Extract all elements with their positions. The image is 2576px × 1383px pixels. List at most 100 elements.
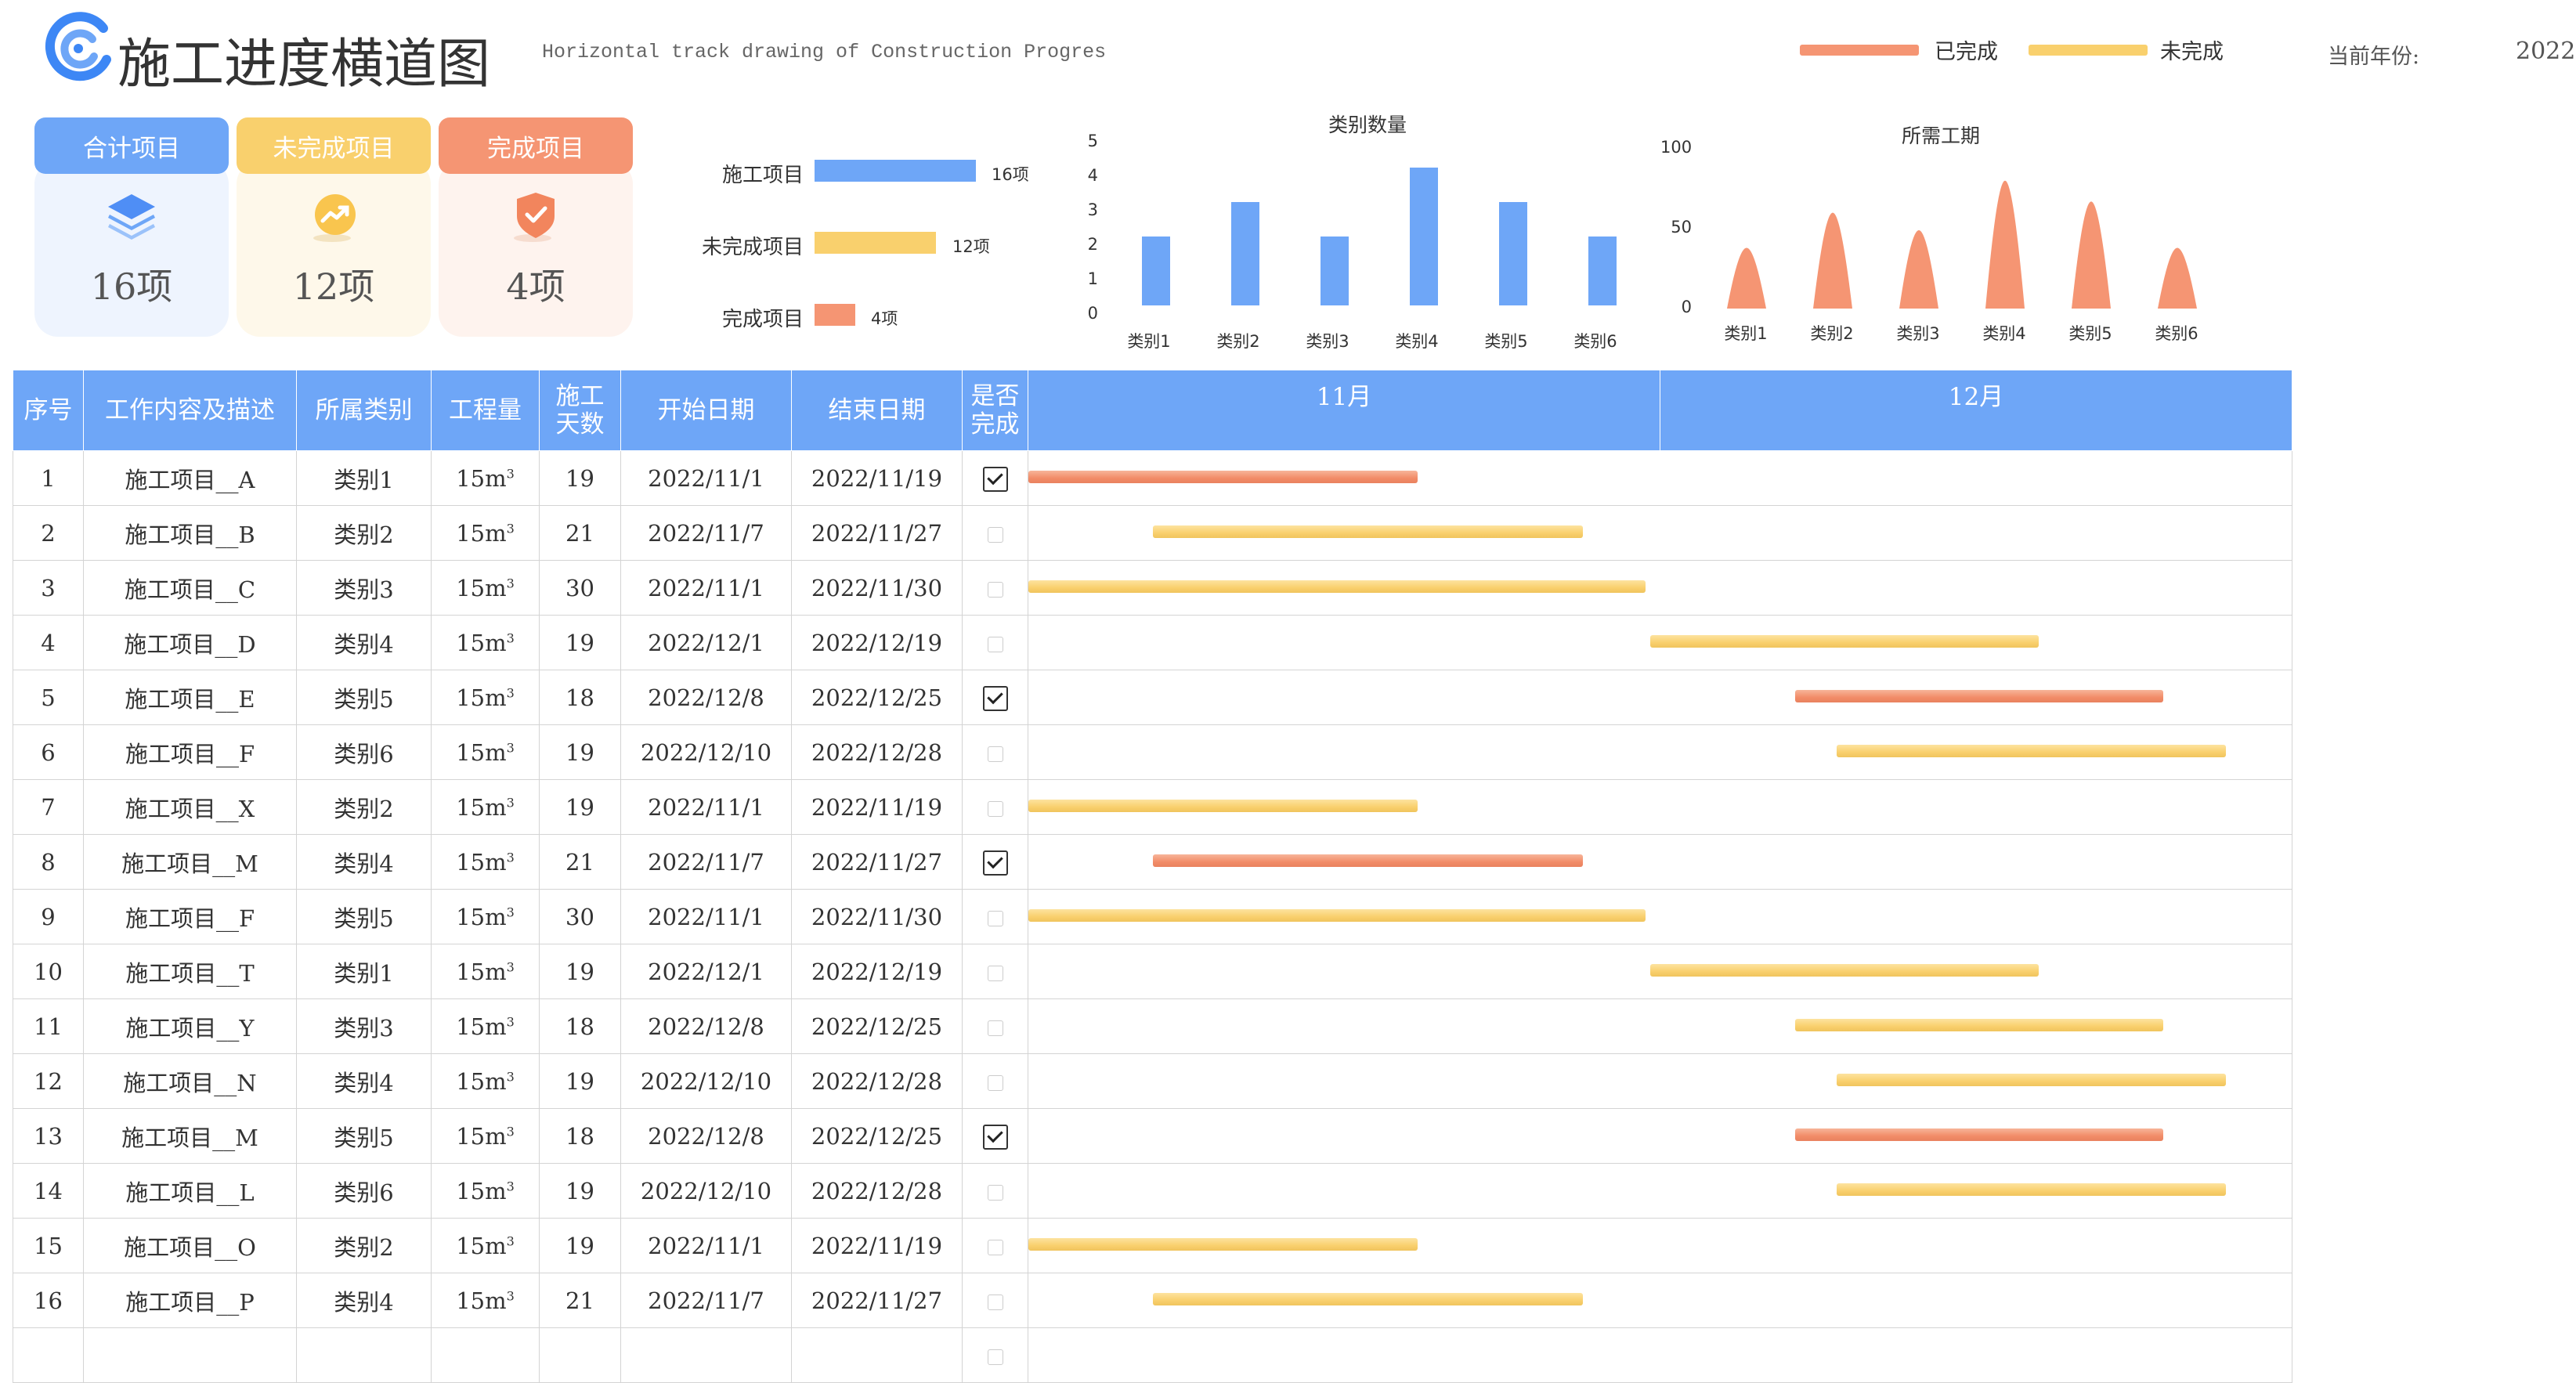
col-header-end[interactable]: 结束日期 xyxy=(791,370,963,451)
category-count-bar[interactable] xyxy=(1231,202,1259,305)
cell-start[interactable]: 2022/12/8 xyxy=(620,670,792,725)
cell-name[interactable]: 施工项目__X xyxy=(83,779,297,835)
cell-start[interactable]: 2022/11/1 xyxy=(620,779,792,835)
cell-name[interactable]: 施工项目__N xyxy=(83,1053,297,1109)
cell-start[interactable]: 2022/11/1 xyxy=(620,560,792,616)
cell-done[interactable] xyxy=(962,1163,1028,1219)
cell-quantity[interactable]: 15m3 xyxy=(431,779,540,835)
duration-peak[interactable] xyxy=(1985,180,2025,309)
cell-quantity[interactable]: 15m3 xyxy=(431,1218,540,1273)
done-checkbox[interactable] xyxy=(982,850,1008,876)
cell-name[interactable]: 施工项目__Y xyxy=(83,998,297,1054)
cell-quantity[interactable]: 15m3 xyxy=(431,450,540,506)
cell-days[interactable]: 19 xyxy=(539,724,621,780)
cell-end[interactable]: 2022/12/19 xyxy=(791,944,963,999)
gantt-bar[interactable] xyxy=(1028,909,1646,922)
category-count-bar[interactable] xyxy=(1410,168,1438,305)
done-checkbox[interactable] xyxy=(987,1020,1003,1036)
cell-quantity[interactable]: 15m3 xyxy=(431,1273,540,1328)
cell-category[interactable]: 类别4 xyxy=(296,834,432,890)
done-checkbox[interactable] xyxy=(987,1294,1003,1310)
cell-done[interactable] xyxy=(962,1327,1028,1383)
cell-name[interactable] xyxy=(83,1327,297,1383)
cell-quantity[interactable]: 15m3 xyxy=(431,1163,540,1219)
done-checkbox[interactable] xyxy=(987,746,1003,762)
cell-start[interactable]: 2022/12/10 xyxy=(620,1163,792,1219)
cell-days[interactable]: 19 xyxy=(539,615,621,670)
table-row[interactable]: 12 施工项目__N 类别4 15m3 19 2022/12/10 2022/12/28 xyxy=(13,1053,2292,1109)
cell-end[interactable]: 2022/11/30 xyxy=(791,560,963,616)
col-header-month-dec[interactable]: 12月 xyxy=(1660,370,2292,451)
cell-name[interactable]: 施工项目__P xyxy=(83,1273,297,1328)
cell-start[interactable]: 2022/11/1 xyxy=(620,889,792,944)
cell-end[interactable]: 2022/11/19 xyxy=(791,779,963,835)
duration-peak[interactable] xyxy=(1727,247,1766,309)
cell-category[interactable]: 类别2 xyxy=(296,1218,432,1273)
cell-days[interactable]: 18 xyxy=(539,998,621,1054)
cell-category[interactable]: 类别3 xyxy=(296,998,432,1054)
col-header-quantity[interactable]: 工程量 xyxy=(431,370,540,451)
cell-done[interactable] xyxy=(962,560,1028,616)
cell-end[interactable]: 2022/11/27 xyxy=(791,834,963,890)
duration-peak[interactable] xyxy=(1899,230,1938,309)
cell-end[interactable]: 2022/11/27 xyxy=(791,1273,963,1328)
cell-category[interactable]: 类别4 xyxy=(296,1273,432,1328)
cell-name[interactable]: 施工项目__O xyxy=(83,1218,297,1273)
table-row[interactable]: 3 施工项目__C 类别3 15m3 30 2022/11/1 2022/11/30 xyxy=(13,560,2292,616)
cell-days[interactable] xyxy=(539,1327,621,1383)
gantt-bar[interactable] xyxy=(1836,1074,2226,1086)
cell-end[interactable]: 2022/11/30 xyxy=(791,889,963,944)
cell-done[interactable] xyxy=(962,505,1028,561)
cell-category[interactable]: 类别5 xyxy=(296,670,432,725)
table-row[interactable]: 16 施工项目__P 类别4 15m3 21 2022/11/7 2022/11/27 xyxy=(13,1273,2292,1328)
done-checkbox[interactable] xyxy=(987,636,1003,652)
cell-quantity[interactable]: 15m3 xyxy=(431,944,540,999)
done-checkbox[interactable] xyxy=(987,581,1003,598)
cell-name[interactable]: 施工项目__M xyxy=(83,834,297,890)
cell-quantity[interactable]: 15m3 xyxy=(431,505,540,561)
cell-category[interactable]: 类别3 xyxy=(296,560,432,616)
gantt-bar[interactable] xyxy=(1028,800,1418,812)
cell-start[interactable]: 2022/12/1 xyxy=(620,944,792,999)
cell-days[interactable]: 21 xyxy=(539,1273,621,1328)
cell-quantity[interactable]: 15m3 xyxy=(431,1053,540,1109)
cell-end[interactable]: 2022/11/27 xyxy=(791,505,963,561)
gantt-bar[interactable] xyxy=(1649,964,2039,977)
table-row[interactable]: 8 施工项目__M 类别4 15m3 21 2022/11/7 2022/11/27 xyxy=(13,834,2292,890)
cell-quantity[interactable]: 15m3 xyxy=(431,889,540,944)
col-header-desc[interactable]: 工作内容及描述 xyxy=(83,370,297,451)
cell-done[interactable] xyxy=(962,670,1028,725)
table-row[interactable]: 1 施工项目__A 类别1 15m3 19 2022/11/1 2022/11/19 xyxy=(13,450,2292,506)
table-row[interactable]: 7 施工项目__X 类别2 15m3 19 2022/11/1 2022/11/19 xyxy=(13,779,2292,835)
table-row[interactable]: 10 施工项目__T 类别1 15m3 19 2022/12/1 2022/12/19 xyxy=(13,944,2292,999)
cell-category[interactable]: 类别2 xyxy=(296,505,432,561)
cell-done[interactable] xyxy=(962,1273,1028,1328)
cell-days[interactable]: 19 xyxy=(539,1218,621,1273)
cell-category[interactable]: 类别4 xyxy=(296,1053,432,1109)
cell-name[interactable]: 施工项目__F xyxy=(83,889,297,944)
category-count-bar[interactable] xyxy=(1142,237,1170,305)
cell-start[interactable]: 2022/11/1 xyxy=(620,1218,792,1273)
cell-end[interactable]: 2022/12/25 xyxy=(791,998,963,1054)
cell-name[interactable]: 施工项目__E xyxy=(83,670,297,725)
table-row[interactable]: 14 施工项目__L 类别6 15m3 19 2022/12/10 2022/12/28 xyxy=(13,1163,2292,1219)
col-header-month-nov[interactable]: 11月 xyxy=(1028,370,1660,451)
cell-end[interactable]: 2022/11/19 xyxy=(791,1218,963,1273)
gantt-bar[interactable] xyxy=(1794,1128,2164,1141)
cell-quantity[interactable]: 15m3 xyxy=(431,670,540,725)
cell-start[interactable]: 2022/11/1 xyxy=(620,450,792,506)
cell-end[interactable]: 2022/12/25 xyxy=(791,670,963,725)
col-header-start[interactable]: 开始日期 xyxy=(620,370,792,451)
cell-done[interactable] xyxy=(962,889,1028,944)
done-checkbox[interactable] xyxy=(987,1074,1003,1091)
cell-done[interactable] xyxy=(962,779,1028,835)
cell-start[interactable]: 2022/12/8 xyxy=(620,1108,792,1164)
cell-name[interactable]: 施工项目__B xyxy=(83,505,297,561)
duration-peak[interactable] xyxy=(1813,212,1852,309)
cell-days[interactable]: 18 xyxy=(539,1108,621,1164)
cell-end[interactable] xyxy=(791,1327,963,1383)
year-value[interactable]: 2022 xyxy=(2516,38,2576,65)
cell-start[interactable]: 2022/11/7 xyxy=(620,1273,792,1328)
cell-days[interactable]: 30 xyxy=(539,560,621,616)
gantt-bar[interactable] xyxy=(1152,1293,1584,1305)
